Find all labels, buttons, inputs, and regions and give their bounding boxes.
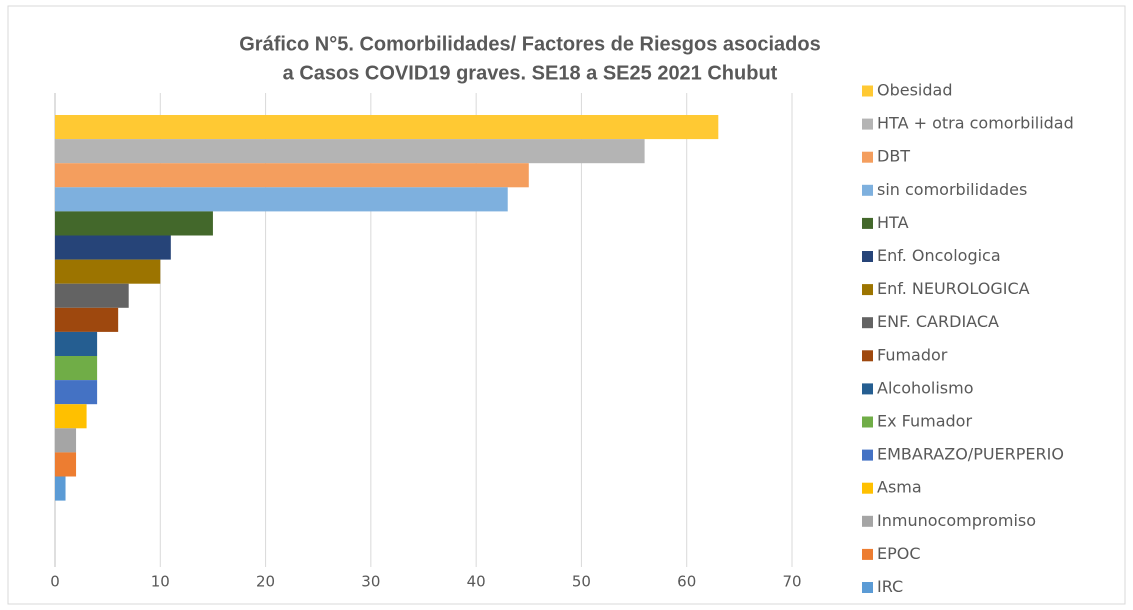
- bar: [55, 307, 119, 332]
- legend-label: Enf. NEUROLOGICA: [877, 279, 1030, 298]
- legend-label: ENF. CARDIACA: [877, 312, 999, 331]
- x-tick-label: 10: [151, 573, 170, 591]
- legend-label: EPOC: [877, 544, 921, 563]
- legend-swatch: [862, 217, 873, 229]
- legend-label: Alcoholismo: [877, 378, 974, 397]
- bar: [55, 476, 66, 501]
- legend-label: Obesidad: [877, 81, 953, 100]
- bar: [55, 163, 529, 188]
- x-tick-label: 0: [50, 573, 60, 591]
- legend-label: sin comorbilidades: [877, 180, 1027, 199]
- bar: [55, 283, 129, 308]
- legend-swatch: [862, 383, 873, 395]
- legend-label: DBT: [877, 147, 910, 166]
- bar: [55, 115, 719, 140]
- legend-swatch: [862, 515, 873, 527]
- legend-label: Fumador: [877, 345, 948, 364]
- legend-swatch: [862, 284, 873, 296]
- x-tick-label: 40: [467, 573, 486, 591]
- legend-swatch: [862, 350, 873, 362]
- bar: [55, 356, 98, 381]
- legend-label: Enf. Oncologica: [877, 246, 1001, 265]
- chart-title: Gráfico N°5. Comorbilidades/ Factores de…: [239, 33, 821, 55]
- legend-swatch: [862, 251, 873, 262]
- legend-swatch: [862, 317, 873, 329]
- bar: [55, 404, 87, 429]
- legend-swatch: [862, 151, 873, 163]
- legend-swatch: [862, 184, 873, 196]
- x-tick-label: 70: [782, 573, 801, 591]
- bar: [55, 139, 645, 164]
- x-tick-label: 50: [572, 573, 591, 591]
- legend-swatch: [862, 548, 873, 560]
- bar: [55, 331, 98, 356]
- legend-swatch: [862, 85, 873, 97]
- legend-label: EMBARAZO/PUERPERIO: [877, 445, 1064, 464]
- legend-swatch: [862, 582, 873, 593]
- x-tick-label: 60: [677, 573, 696, 591]
- x-tick-label: 30: [361, 573, 380, 591]
- legend-swatch: [862, 449, 873, 461]
- legend-label: HTA: [877, 213, 909, 232]
- bar: [55, 187, 508, 212]
- bar: [55, 452, 77, 477]
- legend-swatch: [862, 482, 873, 494]
- legend-label: HTA + otra comorbilidad: [877, 114, 1074, 133]
- legend-label: IRC: [877, 577, 903, 596]
- chart-title: a Casos COVID19 graves. SE18 a SE25 2021…: [283, 62, 778, 84]
- bar: [55, 259, 161, 284]
- legend-label: Ex Fumador: [877, 412, 972, 431]
- legend-label: Inmunocompromiso: [877, 511, 1036, 530]
- bar: [55, 235, 171, 260]
- chart-border: [7, 5, 1126, 605]
- bar: [55, 428, 77, 453]
- legend-label: Asma: [877, 478, 922, 497]
- bar: [55, 380, 98, 405]
- x-tick-label: 20: [256, 573, 275, 591]
- legend-swatch: [862, 118, 873, 130]
- legend-swatch: [862, 416, 873, 428]
- bar: [55, 211, 213, 236]
